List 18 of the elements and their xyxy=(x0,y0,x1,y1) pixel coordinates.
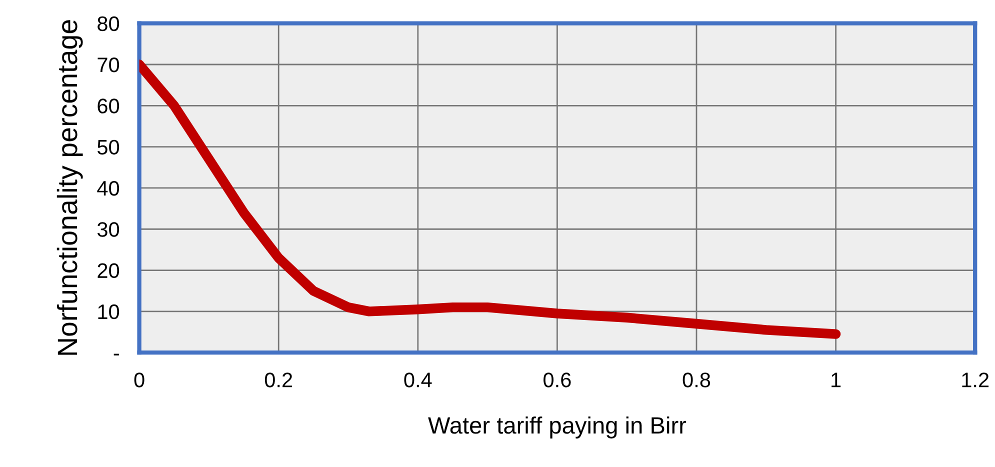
x-tick-label: 0.2 xyxy=(264,372,292,388)
y-tick-label: 70 xyxy=(98,58,120,72)
x-axis-title: Water tariff paying in Birr xyxy=(428,416,686,438)
y-tick-label: - xyxy=(114,354,119,356)
y-tick-label: 60 xyxy=(98,98,120,114)
x-tick-label: 1.2 xyxy=(962,372,989,388)
x-tick-label: 1 xyxy=(832,372,841,388)
x-tick-label: 0.6 xyxy=(544,372,571,388)
y-tick-label: 80 xyxy=(98,16,120,32)
y-tick-label: 10 xyxy=(98,304,120,320)
y-axis-title: Norfunctionality percentage xyxy=(56,20,83,355)
x-tick-label: 0 xyxy=(134,372,144,388)
y-tick-label: 20 xyxy=(98,263,120,278)
x-tick-label: 0.8 xyxy=(682,372,710,388)
y-tick-label: 40 xyxy=(97,180,120,196)
y-tick-label: 50 xyxy=(98,140,120,155)
y-tick-label: 30 xyxy=(97,222,120,237)
x-tick-label: 0.4 xyxy=(404,372,432,388)
